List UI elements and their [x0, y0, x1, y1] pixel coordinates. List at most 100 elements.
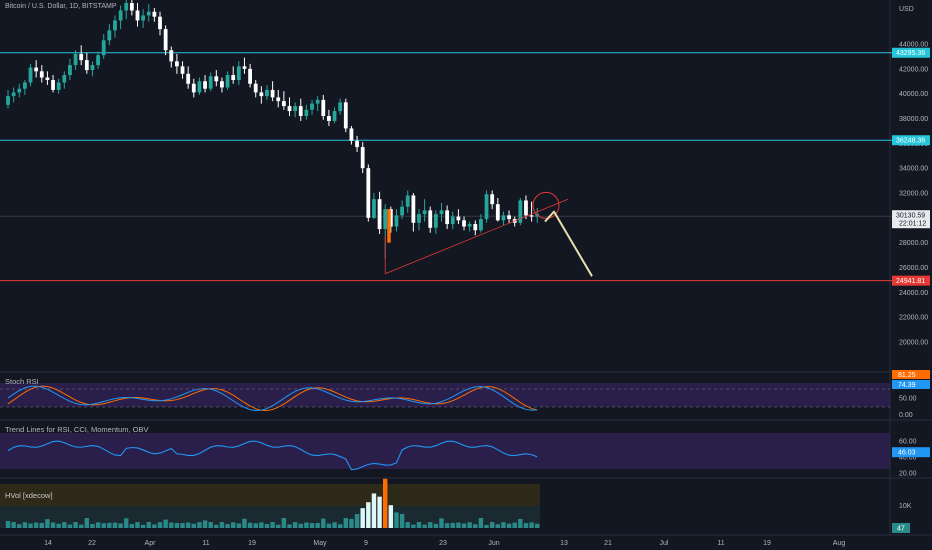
stoch-tick: 50.00 — [899, 396, 917, 403]
hvol-bar — [140, 524, 146, 528]
candle-body — [51, 80, 55, 90]
candle-body — [186, 73, 191, 84]
hvol-bar — [523, 523, 529, 528]
candle-body — [433, 214, 438, 228]
hvol-bar — [276, 524, 281, 528]
hvol-bar — [62, 522, 67, 528]
hvol-bar — [185, 522, 191, 528]
candle-body — [124, 3, 129, 11]
candle-body — [101, 40, 106, 56]
candle-body — [56, 82, 61, 90]
hvol-bar — [236, 523, 242, 528]
time-tick-label: Aug — [833, 540, 846, 547]
hvol-bar — [56, 523, 61, 528]
hvol-bar — [157, 522, 163, 528]
candle-body — [90, 65, 95, 71]
hvol-bar — [219, 522, 225, 528]
price-tick-label: 42000.00 — [899, 66, 928, 73]
time-tick-label: 13 — [560, 540, 568, 547]
price-tick-label: 26000.00 — [899, 265, 928, 272]
candle-body — [158, 16, 162, 30]
candle-body — [411, 195, 416, 223]
hvol-tick: 10K — [899, 503, 912, 510]
hvol-bar — [107, 522, 112, 528]
hvol-bar — [50, 522, 56, 528]
hvol-bar — [231, 522, 236, 528]
last-price-badge — [892, 210, 930, 229]
hvol-bar — [360, 508, 365, 528]
hvol-bar — [337, 524, 343, 528]
trend-band — [0, 433, 890, 469]
hvol-bar — [354, 514, 360, 528]
candle-body — [450, 216, 455, 225]
hvol-bar — [197, 522, 202, 528]
candle-body — [388, 209, 393, 227]
candle-body — [203, 81, 207, 89]
hvol-title: HVol [xdecow] — [5, 491, 53, 500]
hvol-bar — [67, 524, 73, 528]
candle-body — [287, 106, 292, 112]
candle-body — [495, 204, 500, 221]
hvol-bar — [529, 522, 534, 528]
currency-label: USD — [899, 6, 914, 13]
highlight-circle — [532, 191, 560, 219]
price-tick-label: 20000.00 — [899, 340, 928, 347]
price-tick-label: 44000.00 — [899, 42, 928, 49]
candle-body — [259, 92, 264, 97]
time-tick-label: 23 — [439, 540, 447, 547]
hvol-bar — [377, 496, 382, 528]
hvol-bar — [17, 524, 22, 528]
time-tick-label: 9 — [364, 540, 368, 547]
candle-body — [518, 200, 523, 223]
candle-body — [360, 147, 365, 169]
hvol-bar — [433, 523, 439, 528]
trend-badge — [892, 447, 930, 458]
candle-body — [529, 215, 534, 217]
candle-body — [501, 215, 506, 221]
hvol-bar — [5, 521, 11, 528]
candle-body — [242, 66, 247, 69]
candle-body — [68, 65, 72, 76]
level-badge — [892, 47, 930, 58]
hvol-bar — [461, 523, 467, 528]
candle-body — [490, 194, 495, 205]
stoch-k-line — [7, 385, 538, 412]
level-badge — [892, 135, 930, 146]
candle-body — [293, 106, 298, 112]
candle-body — [191, 83, 196, 93]
hvol-bar — [225, 524, 230, 528]
candle-body — [169, 50, 174, 62]
hvol-bar — [416, 522, 422, 528]
hvol-bar — [298, 523, 303, 528]
candle-body — [281, 101, 286, 107]
candle-body — [225, 75, 230, 88]
stoch-rsi-title: Stoch RSI — [5, 377, 39, 386]
hvol-bar — [174, 522, 180, 528]
hvol-bar — [22, 522, 28, 528]
hvol-bar — [124, 518, 129, 528]
hvol-bar — [253, 523, 258, 528]
time-tick-label: 11 — [717, 540, 724, 547]
candle-body — [163, 29, 168, 51]
candle-body — [355, 140, 359, 148]
candle-body — [62, 75, 67, 83]
candle-body — [129, 3, 134, 11]
candle-body — [315, 99, 320, 104]
hvol-bar — [78, 524, 84, 528]
hvol-bar — [366, 502, 371, 528]
hvol-bar — [39, 522, 44, 528]
hvol-bar — [180, 523, 185, 528]
time-tick-label: 22 — [88, 540, 96, 547]
hvol-badge — [892, 523, 910, 533]
level-label: 24941.81 — [896, 278, 925, 285]
hvol-bar — [287, 524, 292, 528]
hvol-bar — [101, 523, 106, 528]
hvol-bar — [399, 513, 405, 528]
candle-body — [265, 89, 269, 97]
candle-body — [394, 215, 399, 227]
hvol-bar — [84, 518, 90, 528]
time-tick-label: Apr — [145, 540, 157, 547]
trend-tick: 40.00 — [899, 455, 917, 462]
candle-body — [39, 71, 44, 78]
